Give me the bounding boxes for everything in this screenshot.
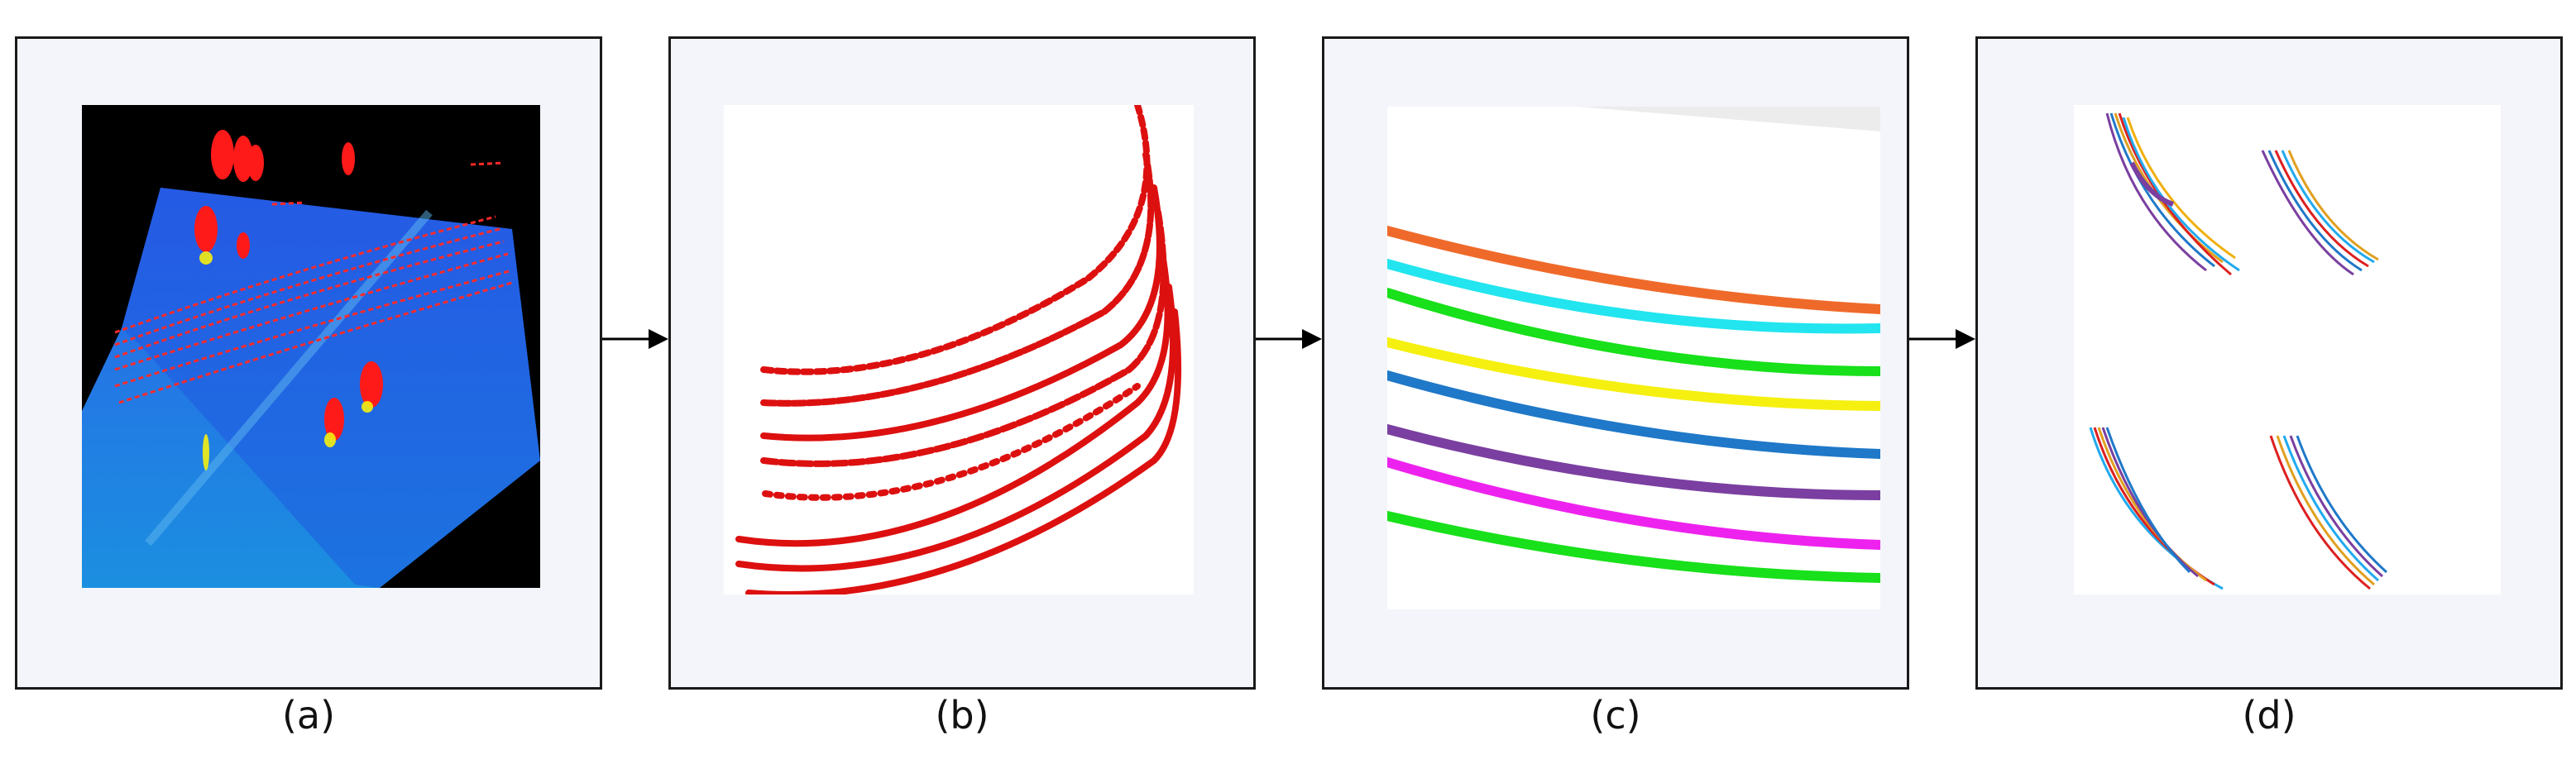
caption-d: (d) [2242,693,2296,738]
arrow-c-to-d [1909,314,1975,364]
caption-c: (c) [1590,693,1641,738]
panel-a [15,36,602,690]
panel-c [1322,36,1909,690]
panel-b [668,36,1256,690]
point-cloud-image [82,105,540,588]
caption-b: (b) [935,693,989,738]
fitted-curves-image [2074,105,2501,594]
arrow-b-to-c [1256,314,1322,364]
clustered-powerlines-image [1387,107,1880,609]
arrow-a-to-b [602,314,668,364]
caption-a: (a) [281,693,336,738]
panel-d [1975,36,2563,690]
extracted-powerlines-image [724,105,1194,594]
